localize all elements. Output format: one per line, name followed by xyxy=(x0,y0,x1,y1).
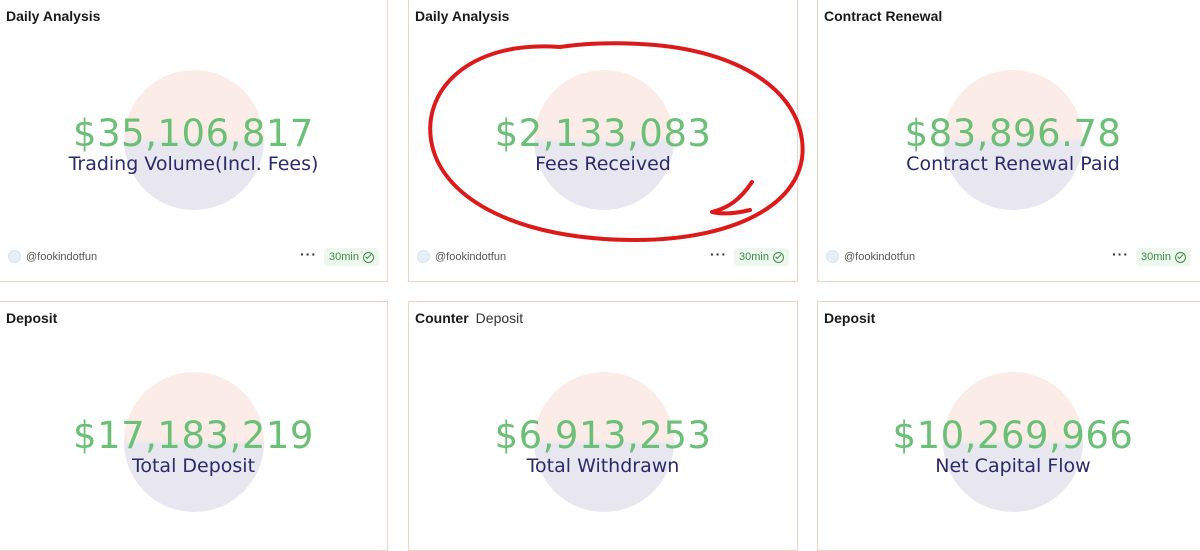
refresh-badge[interactable]: 30min xyxy=(1136,248,1191,266)
avatar-icon xyxy=(417,250,430,263)
more-dots-icon[interactable]: ··· xyxy=(300,246,317,262)
card-header: Daily Analysis xyxy=(6,8,100,24)
card-footer: @fookindotfun ··· 30min xyxy=(8,246,379,267)
avatar-icon xyxy=(8,250,21,263)
more-dots-icon[interactable]: ··· xyxy=(710,246,727,262)
card-header: Daily Analysis xyxy=(415,8,509,24)
chart-circle xyxy=(534,372,674,512)
refresh-badge[interactable]: 30min xyxy=(734,248,789,266)
metric-value: $6,913,253 xyxy=(494,414,712,457)
metric-label: Fees Received xyxy=(535,153,671,175)
card-header: Contract Renewal xyxy=(824,8,942,24)
metric-label: Contract Renewal Paid xyxy=(906,153,1120,175)
card-header: Counter Deposit xyxy=(415,310,523,326)
author-link[interactable]: @fookindotfun xyxy=(417,250,506,263)
card-footer: @fookindotfun ··· 30min xyxy=(826,246,1191,267)
check-circle-icon xyxy=(1175,251,1186,263)
card-total-deposit: Deposit $17,183,219 Total Deposit xyxy=(0,301,388,551)
metric-value: $17,183,219 xyxy=(73,414,314,457)
card-title: Daily Analysis xyxy=(415,8,510,24)
metric-label: Total Deposit xyxy=(131,455,256,477)
card-footer: @fookindotfun ··· 30min xyxy=(417,246,789,267)
chart-circle xyxy=(124,70,264,210)
refresh-interval: 30min xyxy=(329,251,359,263)
card-fees-received: Daily Analysis $2,133,083 Fees Received … xyxy=(408,0,798,282)
card-header: Deposit xyxy=(6,310,57,326)
card-title: Contract Renewal xyxy=(824,8,943,24)
author-name: @fookindotfun xyxy=(26,250,98,263)
refresh-badge[interactable]: 30min xyxy=(324,248,379,266)
card-title: Deposit xyxy=(6,310,58,326)
author-name: @fookindotfun xyxy=(844,250,916,263)
metric-label: Total Withdrawn xyxy=(526,455,680,477)
card-total-withdrawn: Counter Deposit $6,913,253 Total Withdraw… xyxy=(408,301,798,551)
card-trading-volume: Daily Analysis $35,106,817 Trading Volum… xyxy=(0,0,388,282)
metric-value: $83,896.78 xyxy=(904,112,1122,155)
author-link[interactable]: @fookindotfun xyxy=(8,250,97,263)
card-header: Deposit xyxy=(824,310,875,326)
refresh-interval: 30min xyxy=(739,251,769,263)
chart-circle xyxy=(943,372,1083,512)
metric-value: $2,133,083 xyxy=(494,112,712,155)
check-circle-icon xyxy=(363,251,374,263)
card-title: Counter xyxy=(415,310,469,326)
avatar-icon xyxy=(826,250,839,263)
card-contract-renewal: Contract Renewal $83,896.78 Contract Ren… xyxy=(817,0,1200,282)
refresh-interval: 30min xyxy=(1141,251,1171,263)
card-title: Daily Analysis xyxy=(6,8,101,24)
metric-label: Net Capital Flow xyxy=(935,455,1091,477)
chart-circle xyxy=(124,372,264,512)
metric-value: $35,106,817 xyxy=(73,112,314,155)
chart-circle xyxy=(943,70,1083,210)
author-link[interactable]: @fookindotfun xyxy=(826,250,915,263)
metric-label: Trading Volume(Incl. Fees) xyxy=(68,153,319,175)
card-subtitle: Deposit xyxy=(475,310,524,326)
more-dots-icon[interactable]: ··· xyxy=(1112,246,1129,262)
card-title: Deposit xyxy=(824,310,876,326)
metric-value: $10,269,966 xyxy=(892,414,1134,457)
card-net-capital-flow: Deposit $10,269,966 Net Capital Flow xyxy=(817,301,1200,551)
check-circle-icon xyxy=(773,251,784,263)
author-name: @fookindotfun xyxy=(435,250,507,263)
